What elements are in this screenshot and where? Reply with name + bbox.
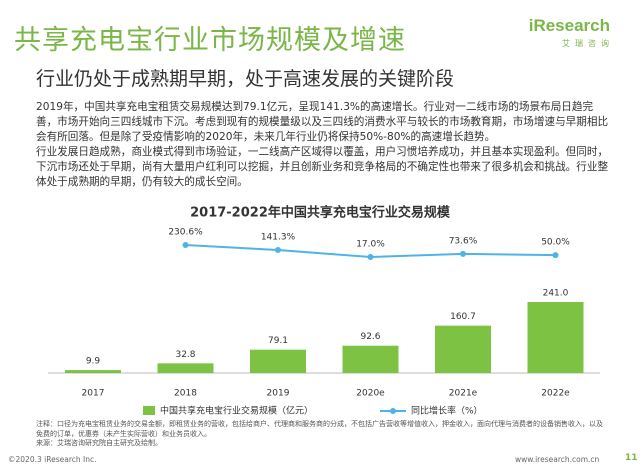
growth-label: 73.6%: [449, 236, 478, 246]
bar-label: 241.0: [543, 289, 569, 299]
bar-label: 32.8: [175, 350, 195, 360]
website: www.iresearch.com.cn: [515, 455, 600, 464]
growth-label: 230.6%: [168, 228, 203, 238]
paragraph: 2019年，中国共享充电宝租赁交易规模达到79.1亿元，呈现141.3%的高速增…: [36, 101, 609, 143]
bar: [65, 370, 121, 373]
growth-point: [552, 252, 559, 259]
bar: [250, 349, 306, 373]
page-number: 11: [625, 453, 638, 463]
x-tick-label: 2017: [82, 389, 105, 399]
notes: 注释：口径为充电宝租赁业务的交易金额，即租赁业务的营收，包括给商户、代理商和服务…: [36, 420, 606, 449]
x-tick-label: 2022e: [541, 389, 570, 399]
bar: [527, 302, 584, 373]
page-title: 共享充电宝行业市场规模及增速: [14, 25, 406, 56]
legend-swatch: [143, 406, 155, 415]
logo: iResearch: [528, 16, 610, 35]
bar: [342, 345, 399, 373]
subtitle: 行业仍处于成熟期早期，处于高速发展的关键阶段: [36, 68, 455, 90]
bar-label: 9.9: [86, 357, 101, 367]
growth-point: [367, 254, 374, 261]
note: 注释：口径为充电宝租赁业务的交易金额，即租赁业务的营收，包括给商户、代理商和服务…: [36, 420, 603, 438]
x-tick-label: 2021e: [449, 389, 478, 399]
legend-label: 同比增长率（%）: [411, 405, 483, 417]
x-tick-label: 2019: [267, 389, 290, 399]
x-tick-label: 2018: [174, 389, 197, 399]
growth-label: 141.3%: [261, 233, 296, 243]
growth-label: 50.0%: [541, 238, 570, 248]
bar-label: 160.7: [450, 312, 476, 322]
note: 来源：艾瑞咨询研究院自主研究及绘制。: [36, 439, 162, 447]
growth-point: [460, 250, 466, 257]
chart-title: 2017-2022年中国共享充电宝行业交易规模: [190, 205, 451, 221]
legend-marker: [390, 408, 396, 414]
bar: [435, 325, 491, 373]
growth-point: [182, 242, 189, 248]
x-tick-label: 2020e: [356, 389, 385, 399]
bar-label: 79.1: [268, 336, 288, 346]
copyright: ©2020.3 iResearch Inc.: [8, 455, 97, 464]
growth-label: 17.0%: [356, 240, 385, 250]
growth-point: [275, 247, 281, 254]
paragraph: 行业发展日趋成熟，商业模式得到市场验证，一二线高产区域得以覆盖，用户习惯培养成功…: [36, 146, 609, 188]
bar: [157, 363, 214, 373]
legend-label: 中国共享充电宝行业交易规模（亿元）: [160, 405, 313, 417]
body-text: 2019年，中国共享充电宝租赁交易规模达到79.1亿元，呈现141.3%的高速增…: [36, 100, 614, 190]
bar-label: 92.6: [360, 332, 380, 342]
logo-sub: 艾瑞咨询: [562, 39, 614, 48]
